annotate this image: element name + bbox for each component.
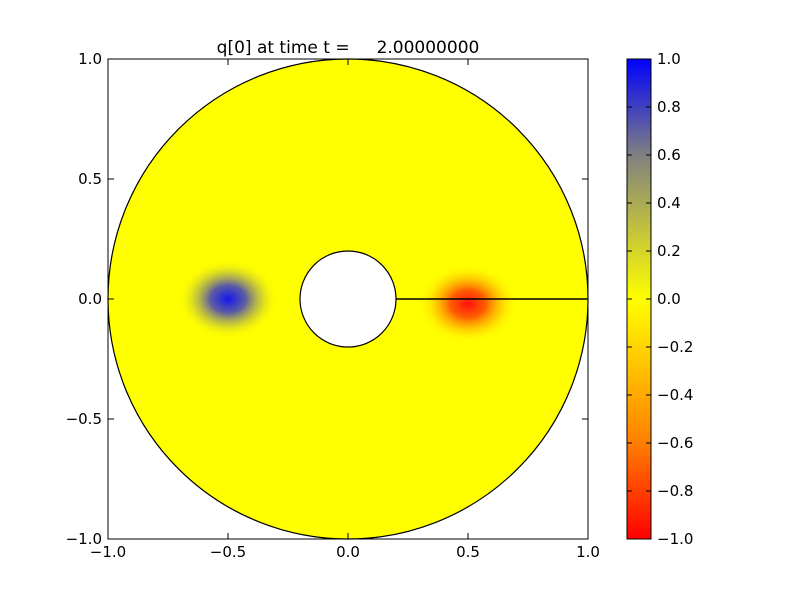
colorbar-tick-label: 1.0 <box>657 50 681 68</box>
colorbar-tick-label: 0.2 <box>657 242 681 260</box>
annulus-domain <box>108 59 588 539</box>
x-tick-label: −0.5 <box>210 543 246 561</box>
field-features <box>177 259 519 344</box>
positive-peak-blob <box>177 259 279 339</box>
colorbar-tick-label: 0.8 <box>657 98 681 116</box>
colorbar-tick-label: −0.6 <box>657 434 693 452</box>
x-axis: −1.0 −0.5 0.0 0.5 1.0 <box>90 59 600 561</box>
y-tick-label: 1.0 <box>78 50 102 68</box>
colorbar-ticks: −1.0 −0.8 −0.6 −0.4 −0.2 0.0 0.2 0.4 0.6 0.8 1.0 <box>627 50 693 548</box>
colorbar-tick-label: −0.4 <box>657 386 693 404</box>
inner-boundary <box>299 250 397 348</box>
plot-area: −1.0 −0.5 0.0 0.5 1.0 −1.0 −0.5 0.0 0.5 1.0 <box>66 50 600 561</box>
y-tick-label: 0.5 <box>78 170 102 188</box>
chart-title: q[0] at time t = 2.00000000 <box>217 38 480 58</box>
y-tick-label: −0.5 <box>66 410 102 428</box>
x-tick-label: 1.0 <box>576 543 600 561</box>
colorbar-tick-label: 0.0 <box>657 290 681 308</box>
x-tick-label: 0.5 <box>456 543 480 561</box>
x-tick-label: −1.0 <box>90 543 126 561</box>
x-tick-label: 0.0 <box>336 543 360 561</box>
colorbar-tick-label: −0.8 <box>657 482 693 500</box>
colorbar: −1.0 −0.8 −0.6 −0.4 −0.2 0.0 0.2 0.4 0.6 0.8 1.0 <box>626 50 693 548</box>
colorbar-tick-label: −0.2 <box>657 338 693 356</box>
y-tick-label: 0.0 <box>78 290 102 308</box>
negative-peak-blob <box>417 264 519 344</box>
colorbar-tick-label: 0.4 <box>657 194 681 212</box>
y-axis: −1.0 −0.5 0.0 0.5 1.0 <box>66 50 588 548</box>
colorbar-tick-label: −1.0 <box>657 530 693 548</box>
y-tick-label: −1.0 <box>66 530 102 548</box>
colorbar-tick-label: 0.6 <box>657 146 681 164</box>
